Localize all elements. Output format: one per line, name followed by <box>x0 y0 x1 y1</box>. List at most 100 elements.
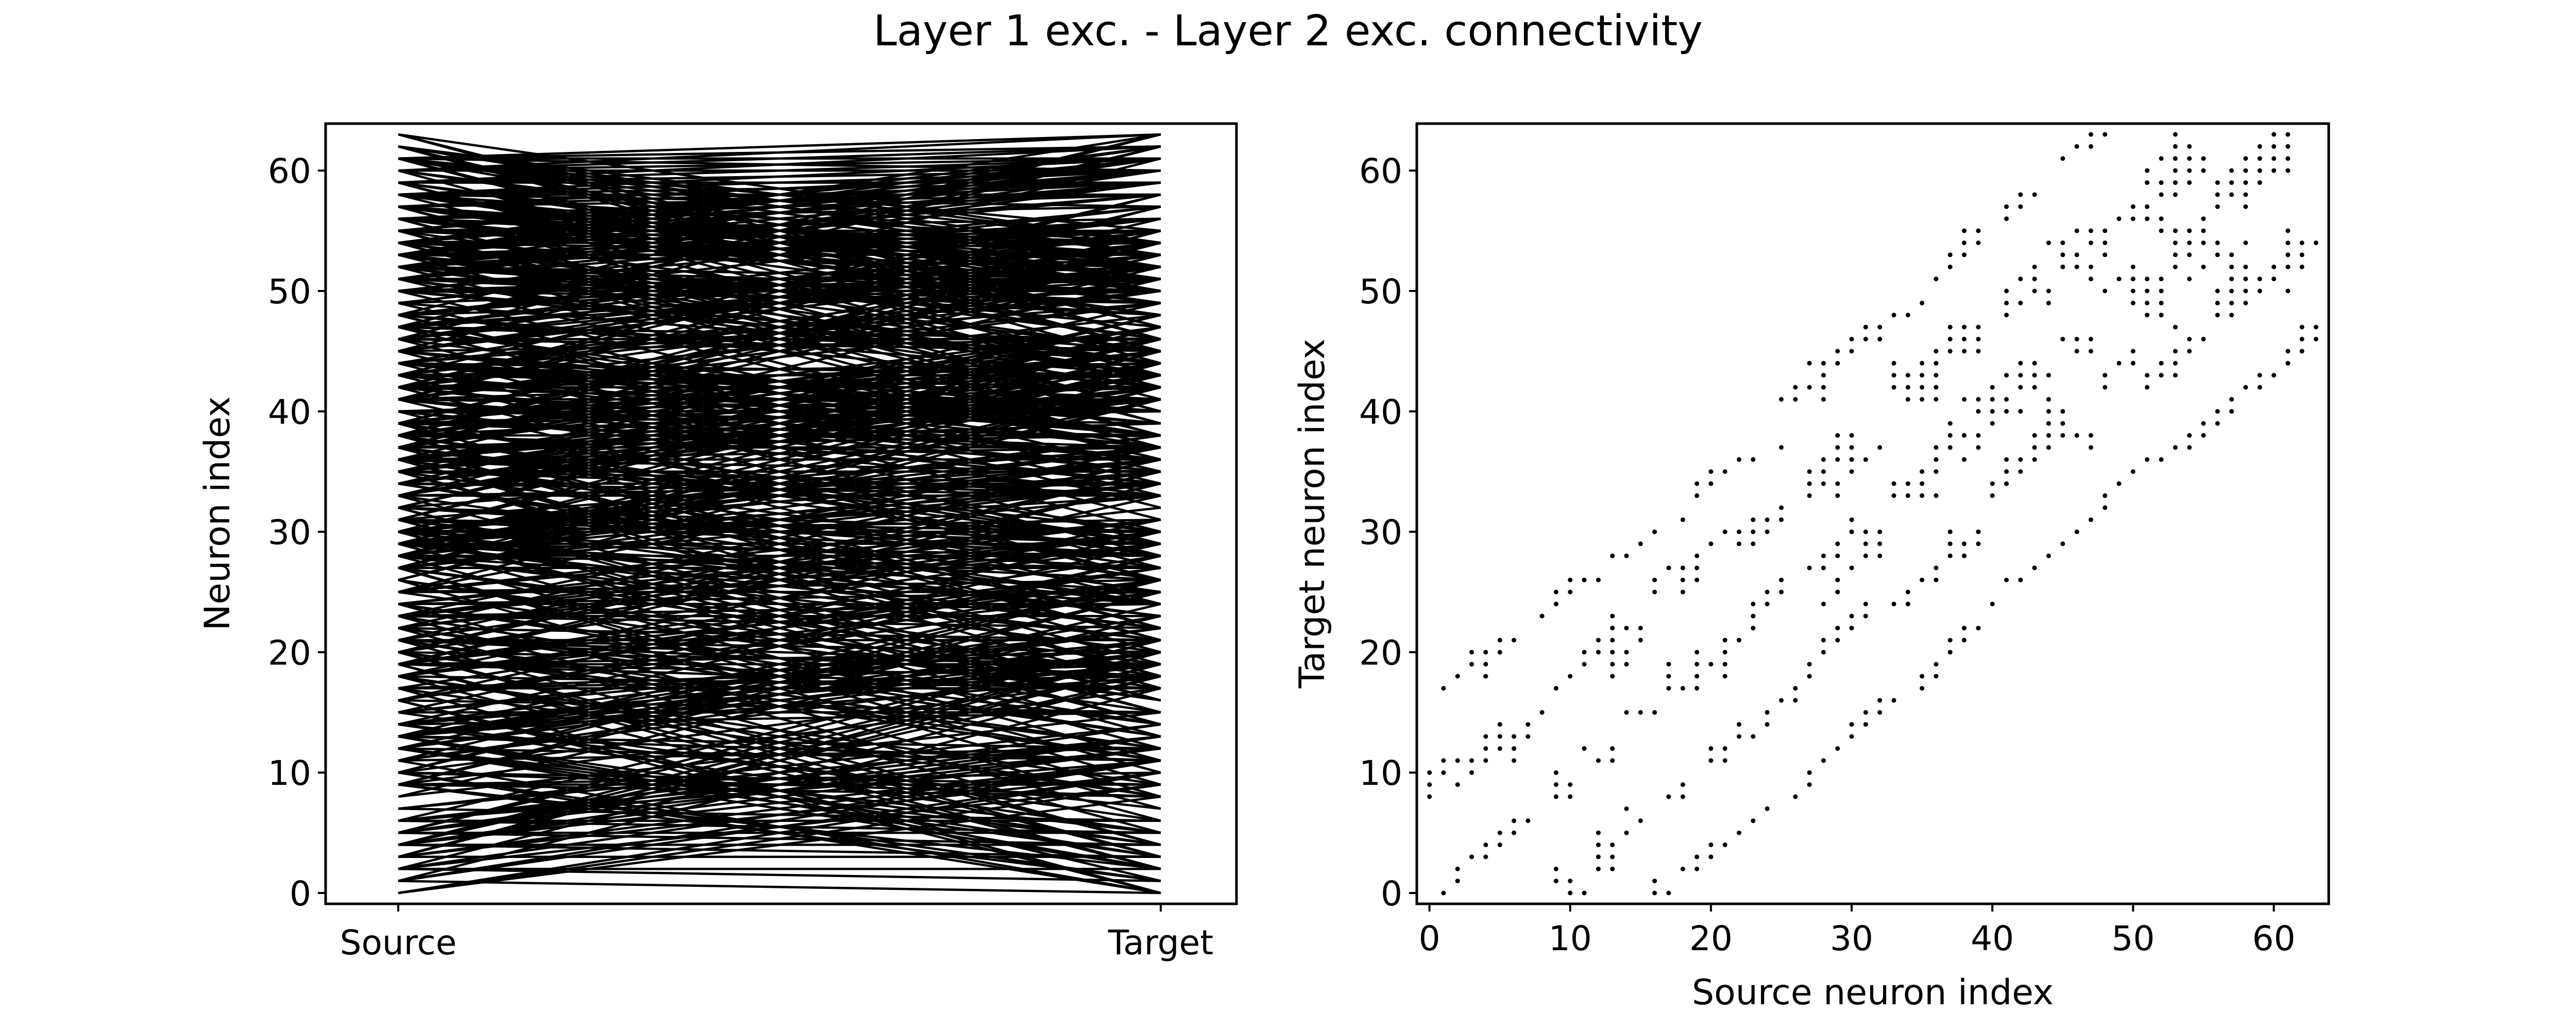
connection-point <box>1920 686 1925 691</box>
connection-point <box>1863 613 1868 619</box>
connection-point <box>2215 421 2220 426</box>
connection-point <box>2299 349 2304 354</box>
connection-point <box>1751 457 1756 462</box>
connection-line <box>398 229 1161 425</box>
connection-point <box>2145 204 2150 209</box>
connection-line <box>398 446 1161 557</box>
connection-point <box>1962 324 1967 330</box>
connection-point <box>1891 373 1896 378</box>
connection-point <box>1849 613 1854 619</box>
connection-line <box>398 566 1161 774</box>
connection-point <box>1638 710 1643 715</box>
connection-point <box>1990 602 1995 607</box>
connection-point <box>2187 337 2192 341</box>
connection-point <box>1708 842 1714 847</box>
connection-point <box>1765 602 1770 607</box>
connection-point <box>2313 337 2318 341</box>
connection-point <box>1737 541 1741 546</box>
connection-point <box>1934 397 1939 402</box>
connection-point <box>1483 662 1488 667</box>
connection-point <box>2215 180 2220 185</box>
connection-point <box>1934 469 1939 474</box>
connection-point <box>1624 806 1629 811</box>
connection-point <box>2201 264 2206 269</box>
connection-point <box>1947 649 1953 655</box>
connection-point <box>1765 710 1770 715</box>
connection-line <box>398 205 1161 401</box>
connectivity-scatter-plot: 0 10 20 30 40 50 60 0 10 20 30 40 50 60 Source neuro… <box>1292 122 2330 1013</box>
connection-point <box>1610 613 1615 619</box>
y-tick-label: 10 <box>268 753 311 793</box>
connection-point <box>2159 288 2164 294</box>
connection-point <box>1610 866 1615 871</box>
connection-point <box>2159 192 2164 197</box>
connection-point <box>2046 373 2051 378</box>
connection-point <box>1610 758 1615 763</box>
connection-point <box>1807 481 1812 486</box>
connection-line <box>398 314 1161 509</box>
connection-point <box>2201 241 2206 245</box>
connection-point <box>1835 746 1840 751</box>
connection-point <box>1947 421 1953 426</box>
connection-point <box>2018 277 2023 282</box>
y-tick-label: 40 <box>268 392 311 432</box>
connection-point <box>2187 349 2192 354</box>
connection-point <box>2272 373 2276 378</box>
connection-point <box>2187 445 2192 450</box>
connection-point <box>2145 457 2150 462</box>
connection-point <box>2046 553 2051 558</box>
connection-point <box>1624 662 1629 667</box>
connection-line <box>398 145 1161 340</box>
connection-lines <box>398 133 1161 895</box>
connection-line <box>398 542 1161 642</box>
connection-point <box>1934 565 1939 571</box>
connection-point <box>1962 397 1967 402</box>
connection-point <box>1821 360 1826 366</box>
connection-point <box>1680 517 1685 522</box>
connection-point <box>2229 277 2234 282</box>
connection-point <box>1990 409 1995 414</box>
connection-point <box>2046 300 2051 305</box>
connection-point <box>1835 445 1840 450</box>
connection-point <box>1947 553 1953 558</box>
connection-line <box>398 867 1161 882</box>
connection-point <box>1947 638 1953 643</box>
connection-point <box>1891 385 1896 390</box>
connection-point <box>1947 529 1953 535</box>
connection-line <box>398 530 1161 738</box>
connection-point <box>1779 505 1784 510</box>
connection-point <box>2088 337 2093 341</box>
connection-point <box>1497 746 1502 751</box>
connection-point <box>2201 337 2206 341</box>
connection-point <box>1737 734 1741 739</box>
connection-point <box>2243 288 2248 294</box>
connection-point <box>1666 686 1671 691</box>
right-y-ticks: 0 10 20 30 40 50 60 <box>1359 151 1417 914</box>
connection-point <box>2272 264 2276 269</box>
connection-point <box>2032 360 2037 366</box>
connection-point <box>1976 409 1981 414</box>
connection-point <box>2130 469 2136 474</box>
left-y-axis-label: Neuron index <box>197 397 238 631</box>
connection-point <box>1624 649 1629 655</box>
connection-point <box>2159 180 2164 185</box>
connection-point <box>2187 277 2192 282</box>
connection-point <box>1708 541 1714 546</box>
connection-point <box>2159 300 2164 305</box>
connection-point <box>2215 300 2220 305</box>
connection-point <box>2103 385 2108 390</box>
connection-point <box>1891 481 1896 486</box>
connection-point <box>1497 722 1502 727</box>
connection-point <box>2229 264 2234 269</box>
connection-point <box>1779 517 1784 522</box>
connection-point <box>2313 324 2318 330</box>
connection-point <box>2130 204 2136 209</box>
connection-point <box>2060 541 2065 546</box>
connection-line <box>398 181 1161 376</box>
connection-point <box>1934 457 1939 462</box>
connection-line <box>398 133 1161 340</box>
connection-point <box>1694 649 1700 655</box>
connection-line <box>398 446 1161 654</box>
connection-point <box>1638 638 1643 643</box>
connection-point <box>1638 541 1643 546</box>
